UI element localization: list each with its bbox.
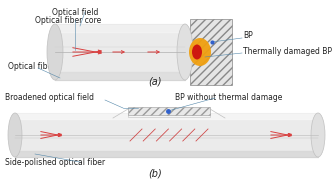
Ellipse shape (177, 24, 193, 80)
Text: (a): (a) (148, 77, 162, 87)
Text: Optical fiber core: Optical fiber core (35, 16, 101, 25)
Ellipse shape (189, 38, 211, 66)
Bar (15, 113, 318, 157)
Ellipse shape (311, 113, 325, 157)
Text: Thermally damaged BP: Thermally damaged BP (243, 47, 332, 57)
Bar (190, 19, 232, 85)
Text: Optical fiber: Optical fiber (8, 62, 55, 71)
Text: BP: BP (243, 30, 253, 40)
Ellipse shape (47, 24, 63, 80)
Text: Side-polished optical fiber: Side-polished optical fiber (5, 158, 105, 167)
Bar (128, 107, 210, 115)
Text: BP without thermal damage: BP without thermal damage (175, 93, 282, 102)
Text: (b): (b) (148, 168, 162, 178)
Ellipse shape (192, 45, 202, 59)
Ellipse shape (8, 113, 22, 157)
Bar (128, 109, 210, 117)
Bar (55, 24, 185, 80)
Text: Broadened optical field: Broadened optical field (5, 93, 94, 102)
Text: Optical field: Optical field (52, 8, 98, 17)
